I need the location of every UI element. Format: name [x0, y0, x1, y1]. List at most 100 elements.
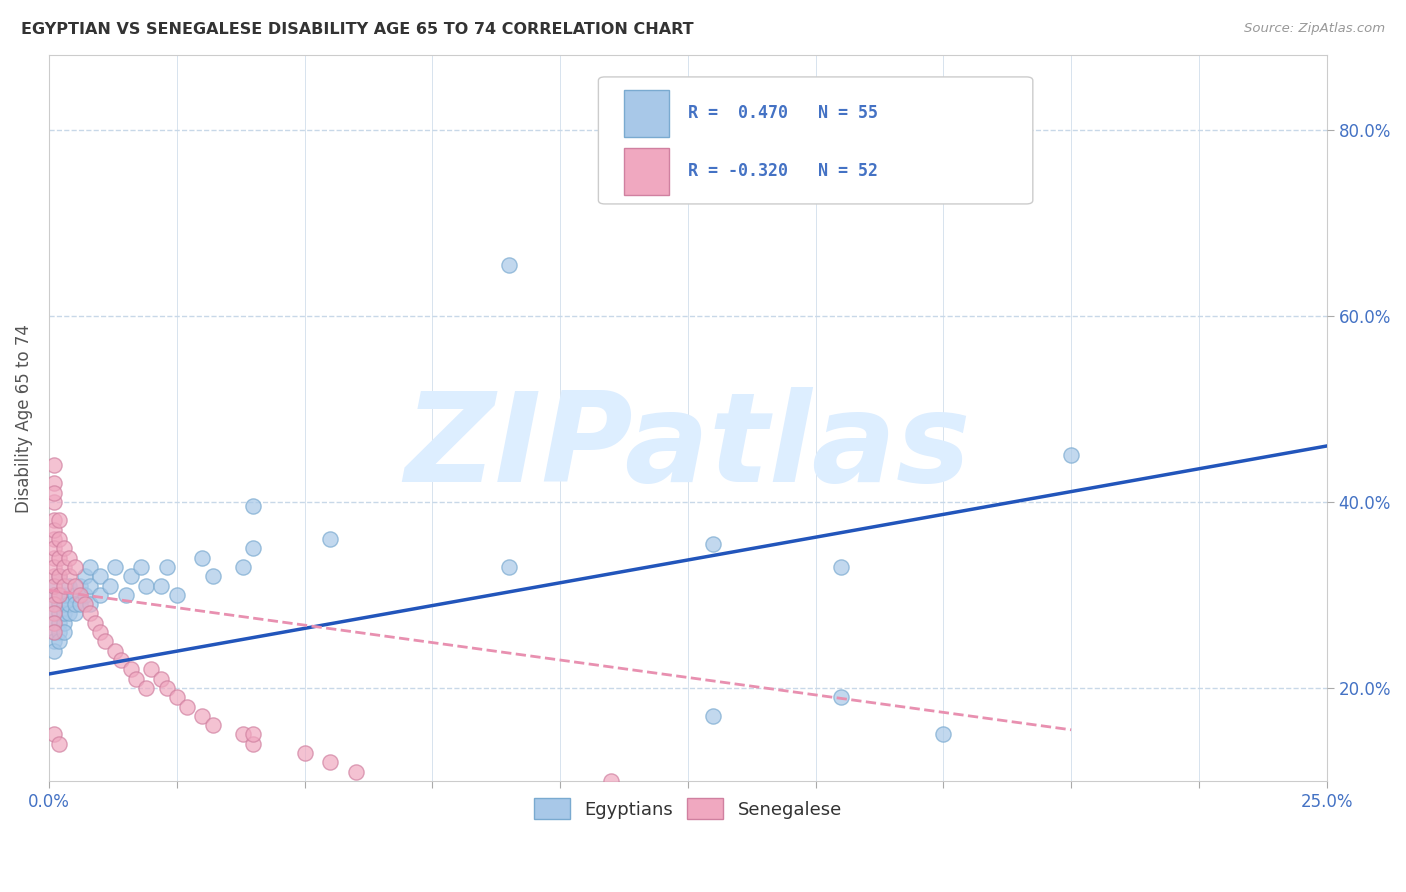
Point — [48, 550, 70, 565]
Point — [48, 607, 70, 621]
Point — [42, 550, 65, 565]
Point — [42, 634, 65, 648]
Point — [69, 578, 91, 592]
Point — [498, 258, 520, 272]
Legend: Egyptians, Senegalese: Egyptians, Senegalese — [526, 791, 849, 826]
Point — [242, 727, 264, 741]
Point — [42, 607, 65, 621]
Point — [42, 578, 65, 592]
Point — [114, 588, 136, 602]
Point — [319, 532, 342, 546]
Point — [150, 672, 173, 686]
Point — [48, 634, 70, 648]
Point — [42, 625, 65, 640]
Point — [498, 560, 520, 574]
Point — [58, 569, 80, 583]
Point — [53, 607, 76, 621]
Point — [42, 541, 65, 556]
Point — [58, 588, 80, 602]
Point — [42, 523, 65, 537]
Point — [42, 513, 65, 527]
Point — [120, 569, 142, 583]
Point — [63, 578, 86, 592]
Point — [79, 578, 101, 592]
Point — [42, 727, 65, 741]
Point — [42, 532, 65, 546]
Point — [932, 727, 955, 741]
Point — [63, 607, 86, 621]
Point — [53, 588, 76, 602]
Y-axis label: Disability Age 65 to 74: Disability Age 65 to 74 — [15, 324, 32, 513]
Point — [1060, 448, 1083, 462]
Point — [58, 550, 80, 565]
Point — [104, 560, 127, 574]
Point — [48, 597, 70, 611]
Point — [201, 718, 224, 732]
Point — [702, 709, 724, 723]
Point — [135, 681, 157, 695]
Point — [73, 597, 96, 611]
Point — [176, 699, 198, 714]
Point — [191, 550, 214, 565]
Point — [319, 756, 342, 770]
FancyBboxPatch shape — [624, 89, 669, 136]
Point — [141, 662, 163, 676]
Point — [63, 588, 86, 602]
Point — [232, 560, 254, 574]
Point — [135, 578, 157, 592]
Point — [48, 588, 70, 602]
Point — [48, 569, 70, 583]
Point — [191, 709, 214, 723]
Point — [42, 625, 65, 640]
Point — [63, 560, 86, 574]
Point — [42, 597, 65, 611]
Point — [120, 662, 142, 676]
Point — [104, 643, 127, 657]
Point — [53, 615, 76, 630]
Point — [166, 588, 188, 602]
Point — [48, 588, 70, 602]
Point — [42, 597, 65, 611]
Point — [155, 681, 177, 695]
Point — [79, 560, 101, 574]
Point — [42, 578, 65, 592]
Point — [42, 588, 65, 602]
Point — [125, 672, 148, 686]
Point — [89, 569, 111, 583]
Point — [89, 625, 111, 640]
Point — [73, 588, 96, 602]
Point — [79, 597, 101, 611]
Point — [98, 578, 121, 592]
Point — [42, 607, 65, 621]
Point — [58, 607, 80, 621]
Point — [53, 597, 76, 611]
Point — [702, 537, 724, 551]
Point — [830, 690, 852, 705]
Point — [42, 615, 65, 630]
Point — [294, 746, 316, 760]
Point — [600, 774, 623, 789]
Text: R =  0.470   N = 55: R = 0.470 N = 55 — [688, 104, 877, 122]
FancyBboxPatch shape — [599, 77, 1033, 204]
Point — [53, 578, 76, 592]
Text: ZIPatlas: ZIPatlas — [405, 386, 972, 508]
Point — [232, 727, 254, 741]
Point — [48, 532, 70, 546]
Point — [42, 569, 65, 583]
Point — [89, 588, 111, 602]
Point — [129, 560, 152, 574]
Point — [42, 643, 65, 657]
Point — [155, 560, 177, 574]
Text: EGYPTIAN VS SENEGALESE DISABILITY AGE 65 TO 74 CORRELATION CHART: EGYPTIAN VS SENEGALESE DISABILITY AGE 65… — [21, 22, 693, 37]
Point — [69, 588, 91, 602]
Point — [42, 485, 65, 500]
Point — [242, 500, 264, 514]
Point — [242, 737, 264, 751]
Point — [58, 597, 80, 611]
Point — [94, 634, 117, 648]
Point — [201, 569, 224, 583]
Point — [830, 560, 852, 574]
Point — [150, 578, 173, 592]
Point — [53, 625, 76, 640]
Point — [110, 653, 132, 667]
